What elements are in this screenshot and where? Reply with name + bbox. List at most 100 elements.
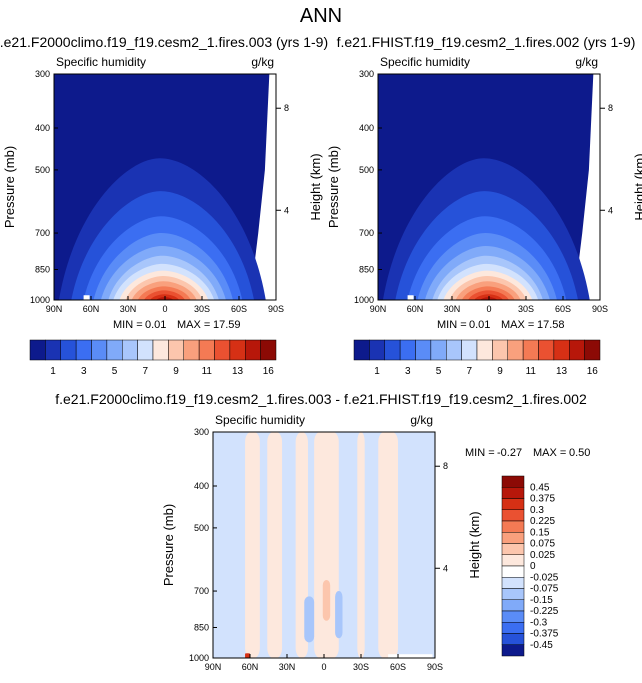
x-tick-label: 0 [486,304,491,314]
colorbar-label: 13 [556,366,568,377]
y-axis-label: Pressure (mb) [326,146,341,228]
x-tick-label: 30S [518,304,534,314]
x-tick-label: 60S [231,304,247,314]
x-tick-label: 30S [194,304,210,314]
anomaly-region [304,596,315,643]
colorbar-label: -0.3 [530,617,548,628]
plot-area [213,432,435,658]
y-axis-label-right: Height (km) [467,511,482,578]
chart-title: f.e21.F2000climo.f19_f19.cesm2_1.fires.0… [0,34,328,50]
x-tick-label: 30N [120,304,137,314]
x-tick-label: 90S [592,304,608,314]
y-tick-label: 850 [194,622,209,632]
colorbar-label: 16 [263,366,275,377]
colorbar-swatch [461,339,478,361]
colorbar-swatch [430,339,447,361]
y-tick-label: 300 [35,69,50,79]
chart-panel-3: f.e21.F2000climo.f19_f19.cesm2_1.fires.0… [55,391,590,672]
colorbar-label: 3 [81,366,87,377]
y-tick-label: 400 [194,481,209,491]
max-label: MAX = [177,319,210,331]
colorbar-swatch [538,339,555,361]
colorbar-label: 5 [112,366,118,377]
colorbar-swatch [260,339,277,361]
units-label: g/kg [251,55,274,69]
y-tick-label: 400 [359,123,374,133]
colorbar-swatch [501,509,525,522]
x-tick-label: 90N [205,662,222,672]
colorbar-swatch [501,644,525,657]
field-label: Specific humidity [380,55,470,69]
min-value: -0.27 [497,447,522,459]
colorbar-label: 9 [173,366,179,377]
missing-data-patch [83,295,90,300]
colorbar-swatch [245,339,261,361]
colorbar-label: -0.375 [530,629,559,640]
max-label: MAX = [533,447,566,459]
y-axis-label-right: Height (km) [632,153,642,220]
colorbar-swatch [122,339,138,361]
colorbar-label: -0.15 [530,595,553,606]
units-label: g/kg [575,55,598,69]
colorbar-label: 0.45 [530,482,550,493]
colorbar-swatch [106,339,123,361]
colorbar-label: 0.075 [530,539,555,550]
y-tick-label: 700 [194,586,209,596]
chart-title: f.e21.FHIST.f19_f19.cesm2_1.fires.002 (y… [337,34,636,50]
colorbar-label: -0.025 [530,572,559,583]
colorbar-swatch [476,339,493,361]
y-tick-label: 500 [359,165,374,175]
colorbar-swatch [501,633,525,645]
colorbar-swatch [29,339,46,361]
y-tick-label: 300 [359,69,374,79]
y-axis-label: Pressure (mb) [2,146,17,228]
colorbar-swatch [446,339,462,361]
anomaly-region [335,591,343,639]
x-tick-label: 0 [321,662,326,672]
colorbar-label: 3 [405,366,411,377]
colorbar-swatch [501,565,525,578]
colorbar-swatch [229,339,246,361]
colorbar-swatch [183,339,200,361]
colorbar-swatch [369,339,385,361]
colorbar-swatch [501,520,525,533]
x-tick-label: 60S [555,304,571,314]
plot-area [378,74,600,300]
x-tick-label: 60N [407,304,424,314]
colorbar-swatch [214,339,231,361]
x-tick-label: 60N [83,304,100,314]
x-tick-label: 30N [444,304,461,314]
y-tick-label: 500 [194,523,209,533]
page-title: ANN [300,5,342,27]
colorbar-swatch [522,339,539,361]
colorbar-swatch [45,339,61,361]
colorbar-label: 11 [202,366,213,377]
colorbar-label: 0.025 [530,550,555,561]
colorbar-label: 9 [497,366,503,377]
y-tick-label: 1000 [354,295,374,305]
colorbar-swatch [492,339,508,361]
anomaly-region [322,580,331,621]
colorbar-label: 0.15 [530,527,550,538]
y-tick-label: 850 [359,264,374,274]
y-tick-label: 700 [359,228,374,238]
height-tick-label: 8 [608,103,613,113]
anomaly-region [378,432,398,658]
colorbar-label: 13 [232,366,244,377]
max-label: MAX = [501,319,534,331]
colorbar: 0.450.3750.30.2250.150.0750.0250-0.025-0… [501,475,559,657]
units-label: g/kg [410,413,433,427]
y-tick-label: 300 [194,427,209,437]
colorbar-swatch [584,339,601,361]
colorbar-swatch [501,599,525,612]
height-tick-label: 4 [284,205,289,215]
colorbar-swatch [168,339,184,361]
colorbar-swatch [399,339,416,361]
colorbar-label: 7 [143,366,149,377]
x-tick-label: 90N [46,304,63,314]
colorbar-label: 0.375 [530,494,555,505]
colorbar-swatch [198,339,215,361]
colorbar-label: 5 [436,366,442,377]
colorbar-swatch [137,339,154,361]
chart-panel-2: f.e21.FHIST.f19_f19.cesm2_1.fires.002 (y… [326,34,642,377]
